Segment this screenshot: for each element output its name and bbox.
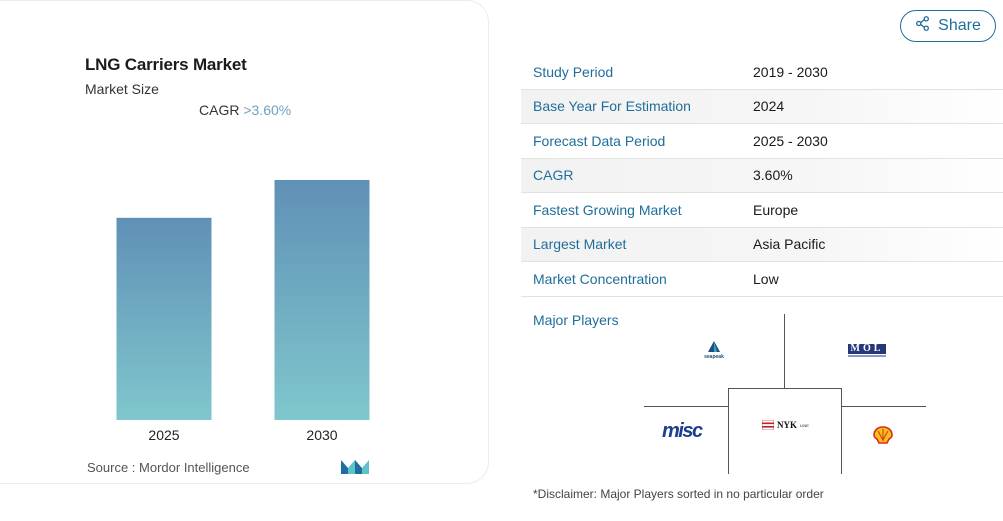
mordor-logo-icon (341, 458, 369, 479)
info-row-base-year: Base Year For Estimation 2024 (521, 89, 1003, 124)
cagr-text: CAGR >3.60% (199, 102, 291, 118)
info-value: Low (753, 270, 779, 287)
market-size-card: LNG Carriers Market Market Size CAGR >3.… (0, 0, 489, 484)
nyk-logo-icon: NYK LINE (762, 420, 809, 430)
bar-2025 (116, 217, 212, 420)
info-value: 2025 - 2030 (753, 132, 828, 149)
info-value: 3.60% (753, 167, 793, 184)
x-tick-label: 2030 (306, 427, 337, 443)
info-value: Asia Pacific (753, 236, 826, 253)
share-label: Share (938, 17, 981, 34)
info-key: Forecast Data Period (533, 132, 666, 149)
divider-vertical-top (784, 314, 785, 388)
source-text: Source : Mordor Intelligence (87, 460, 250, 475)
info-row-cagr: CAGR 3.60% (521, 158, 1003, 193)
info-key: Largest Market (533, 236, 627, 253)
misc-name: misc (662, 420, 703, 442)
market-size-chart: 2025 2030 (116, 180, 370, 443)
center-box-left (728, 388, 729, 474)
info-value: 2019 - 2030 (753, 63, 828, 80)
info-key: Study Period (533, 63, 614, 80)
info-key: CAGR (533, 167, 574, 184)
divider-horizontal-right (841, 406, 926, 407)
major-players-grid: seapeak MOL misc NYK LINE (644, 314, 926, 474)
mol-logo-icon: MOL (848, 344, 886, 357)
info-row-study-period: Study Period 2019 - 2030 (521, 55, 1003, 90)
shell-logo-icon (873, 426, 893, 449)
major-players-label: Major Players (533, 312, 619, 328)
card-title: LNG Carriers Market (85, 55, 247, 74)
info-value: Europe (753, 201, 799, 218)
info-row-market-concentration: Market Concentration Low (521, 262, 1003, 297)
divider-horizontal-left (644, 406, 728, 407)
bar-2030 (274, 180, 370, 420)
mol-name: MOL (848, 344, 886, 354)
info-key: Fastest Growing Market (533, 201, 682, 218)
center-box-right (841, 388, 842, 474)
info-key: Base Year For Estimation (533, 98, 691, 115)
share-button[interactable]: Share (900, 10, 996, 42)
info-row-forecast-period: Forecast Data Period 2025 - 2030 (521, 124, 1003, 159)
card-subtitle: Market Size (85, 81, 159, 97)
disclaimer-text: *Disclaimer: Major Players sorted in no … (533, 487, 824, 501)
cagr-value: >3.60% (243, 102, 292, 118)
share-icon (915, 16, 930, 36)
info-value: 2024 (753, 98, 785, 115)
info-row-fastest-growing: Fastest Growing Market Europe (521, 193, 1003, 228)
market-info-table: Study Period 2019 - 2030 Base Year For E… (521, 55, 1003, 297)
nyk-name: NYK (777, 420, 797, 430)
center-box-top (728, 388, 841, 389)
info-row-largest-market: Largest Market Asia Pacific (521, 227, 1003, 262)
x-tick-label: 2025 (148, 427, 179, 443)
seapeak-logo-icon: seapeak (701, 340, 727, 360)
seapeak-name: seapeak (704, 354, 724, 360)
cagr-label: CAGR (199, 102, 240, 118)
info-key: Market Concentration (533, 270, 667, 287)
